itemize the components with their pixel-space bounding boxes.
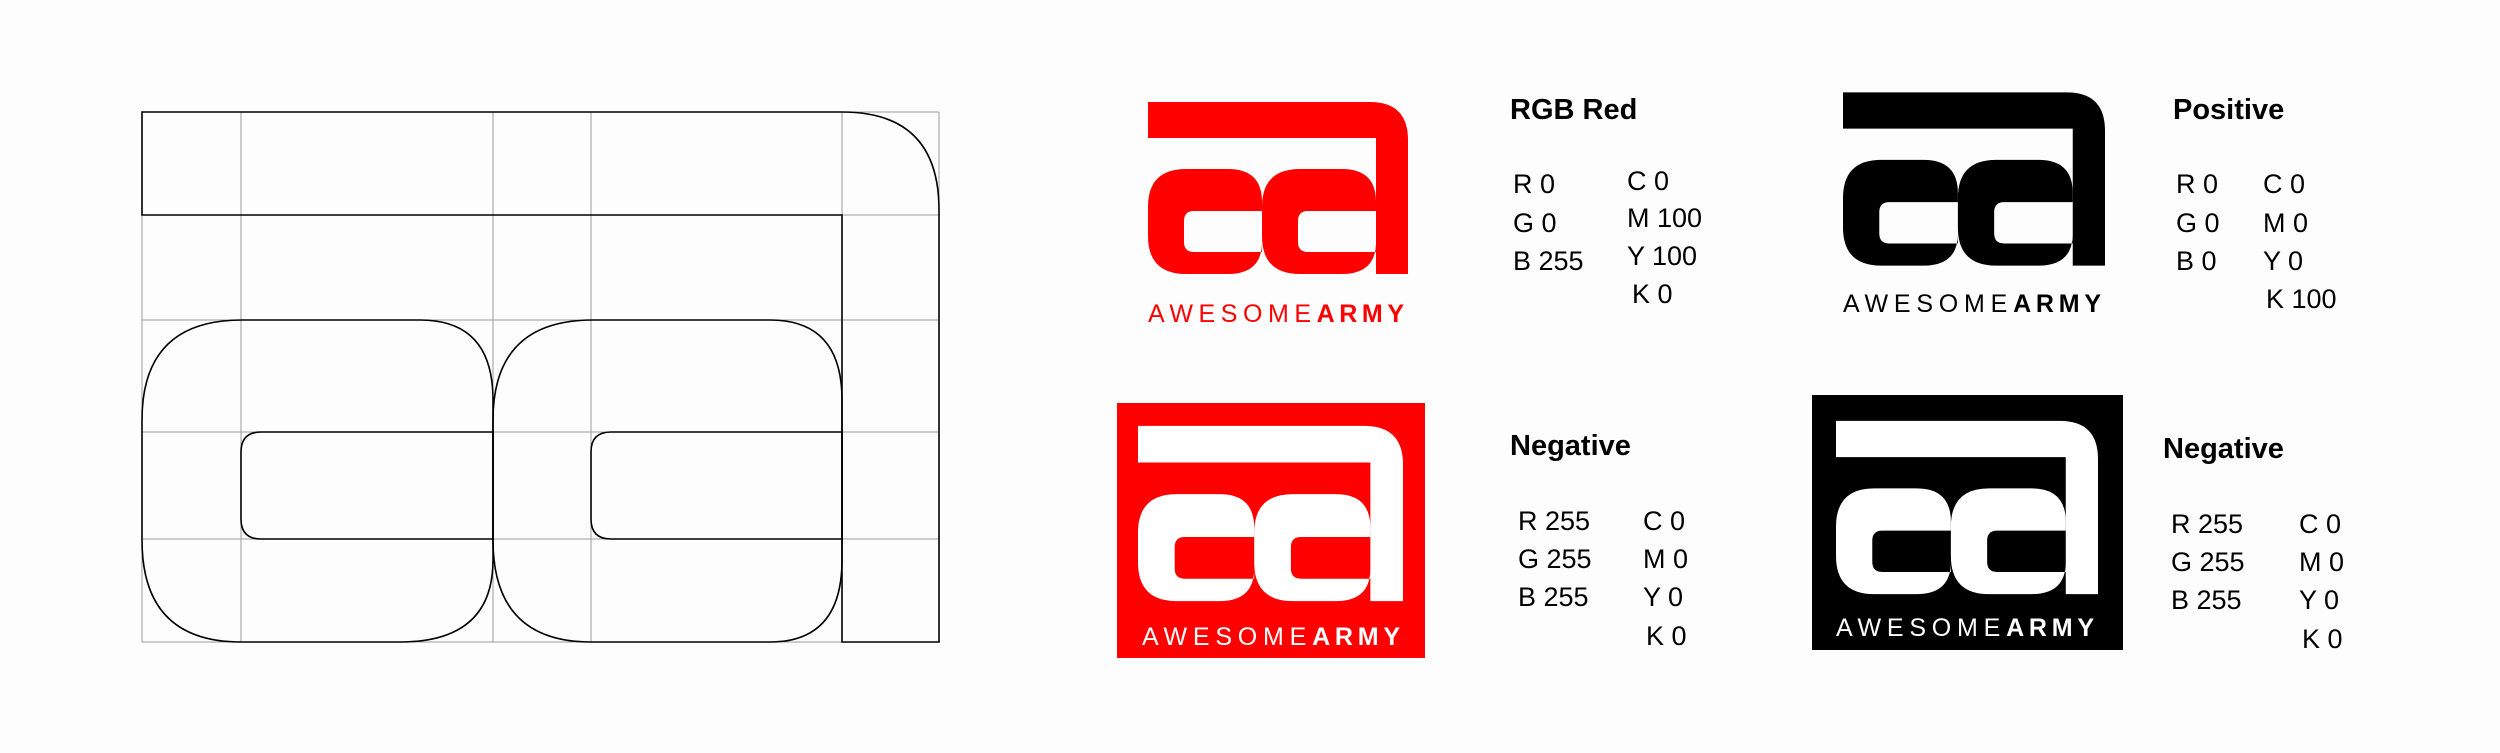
variant-label: Negative xyxy=(1510,430,1631,462)
svg-text:AWESOMEARMY: AWESOMEARMY xyxy=(1142,623,1404,651)
svg-text:Y 0: Y 0 xyxy=(1643,582,1683,612)
svg-text:K 0: K 0 xyxy=(1632,279,1673,309)
svg-text:R 0: R 0 xyxy=(2176,169,2218,199)
svg-text:Y 0: Y 0 xyxy=(2263,246,2303,276)
svg-text:K 0: K 0 xyxy=(2302,624,2343,654)
variant-label: Negative xyxy=(2163,433,2284,465)
svg-text:Y 0: Y 0 xyxy=(2299,585,2339,615)
svg-text:M 0: M 0 xyxy=(2299,547,2344,577)
logo-negative-red: AWESOMEARMY xyxy=(1117,403,1425,658)
svg-text:AWESOMEARMY: AWESOMEARMY xyxy=(1843,290,2105,318)
cmyk-values: C 0 M 100 Y 100 K 0 xyxy=(1627,166,1702,309)
svg-text:M 100: M 100 xyxy=(1627,203,1702,233)
outline-top-bar xyxy=(141,111,940,643)
svg-text:K 100: K 100 xyxy=(2266,284,2337,314)
outline-letter-c1 xyxy=(141,319,494,643)
rgb-values: R 255 G 255 B 255 xyxy=(1518,506,1592,612)
svg-text:Y 100: Y 100 xyxy=(1627,241,1697,271)
logo-red: AWESOMEARMY xyxy=(1148,102,1408,328)
variant-label: Positive xyxy=(2173,94,2284,126)
svg-text:G 0: G 0 xyxy=(1513,208,1557,238)
rgb-values: R 0 G 0 B 0 xyxy=(2176,169,2220,276)
svg-text:AWESOMEARMY: AWESOMEARMY xyxy=(1148,300,1408,328)
svg-text:B 255: B 255 xyxy=(1513,246,1584,276)
logo-negative-black: AWESOMEARMY xyxy=(1812,395,2123,650)
cmyk-values: C 0 M 0 Y 0 K 100 xyxy=(2263,169,2337,314)
construction-grid xyxy=(141,111,940,643)
svg-text:G 0: G 0 xyxy=(2176,208,2220,238)
cmyk-values: C 0 M 0 Y 0 K 0 xyxy=(2299,509,2344,654)
rgb-values: R 0 G 0 B 255 xyxy=(1513,169,1584,276)
svg-text:C 0: C 0 xyxy=(1643,506,1685,536)
svg-text:B 255: B 255 xyxy=(2171,585,2242,615)
svg-text:AWESOMEARMY: AWESOMEARMY xyxy=(1836,614,2098,642)
outline-letter-c1-counter xyxy=(240,431,494,540)
variant-label: RGB Red xyxy=(1510,94,1637,126)
svg-text:M 0: M 0 xyxy=(1643,544,1688,574)
cmyk-values: C 0 M 0 Y 0 K 0 xyxy=(1643,506,1688,651)
svg-text:B 0: B 0 xyxy=(2176,246,2217,276)
svg-text:B 255: B 255 xyxy=(1518,582,1589,612)
svg-text:K 0: K 0 xyxy=(1646,621,1687,651)
svg-text:C 0: C 0 xyxy=(2263,169,2305,199)
outline-letter-c2-counter xyxy=(590,431,843,540)
svg-text:R 255: R 255 xyxy=(2171,509,2243,539)
svg-text:C 0: C 0 xyxy=(2299,509,2341,539)
svg-text:R 0: R 0 xyxy=(1513,169,1555,199)
logo-positive: AWESOMEARMY xyxy=(1843,92,2105,318)
svg-text:G 255: G 255 xyxy=(1518,544,1592,574)
svg-text:G 255: G 255 xyxy=(2171,547,2245,577)
outline-letter-c2 xyxy=(492,319,843,643)
svg-text:C 0: C 0 xyxy=(1627,166,1669,196)
rgb-values: R 255 G 255 B 255 xyxy=(2171,509,2245,615)
svg-text:R 255: R 255 xyxy=(1518,506,1590,536)
svg-text:M 0: M 0 xyxy=(2263,208,2308,238)
